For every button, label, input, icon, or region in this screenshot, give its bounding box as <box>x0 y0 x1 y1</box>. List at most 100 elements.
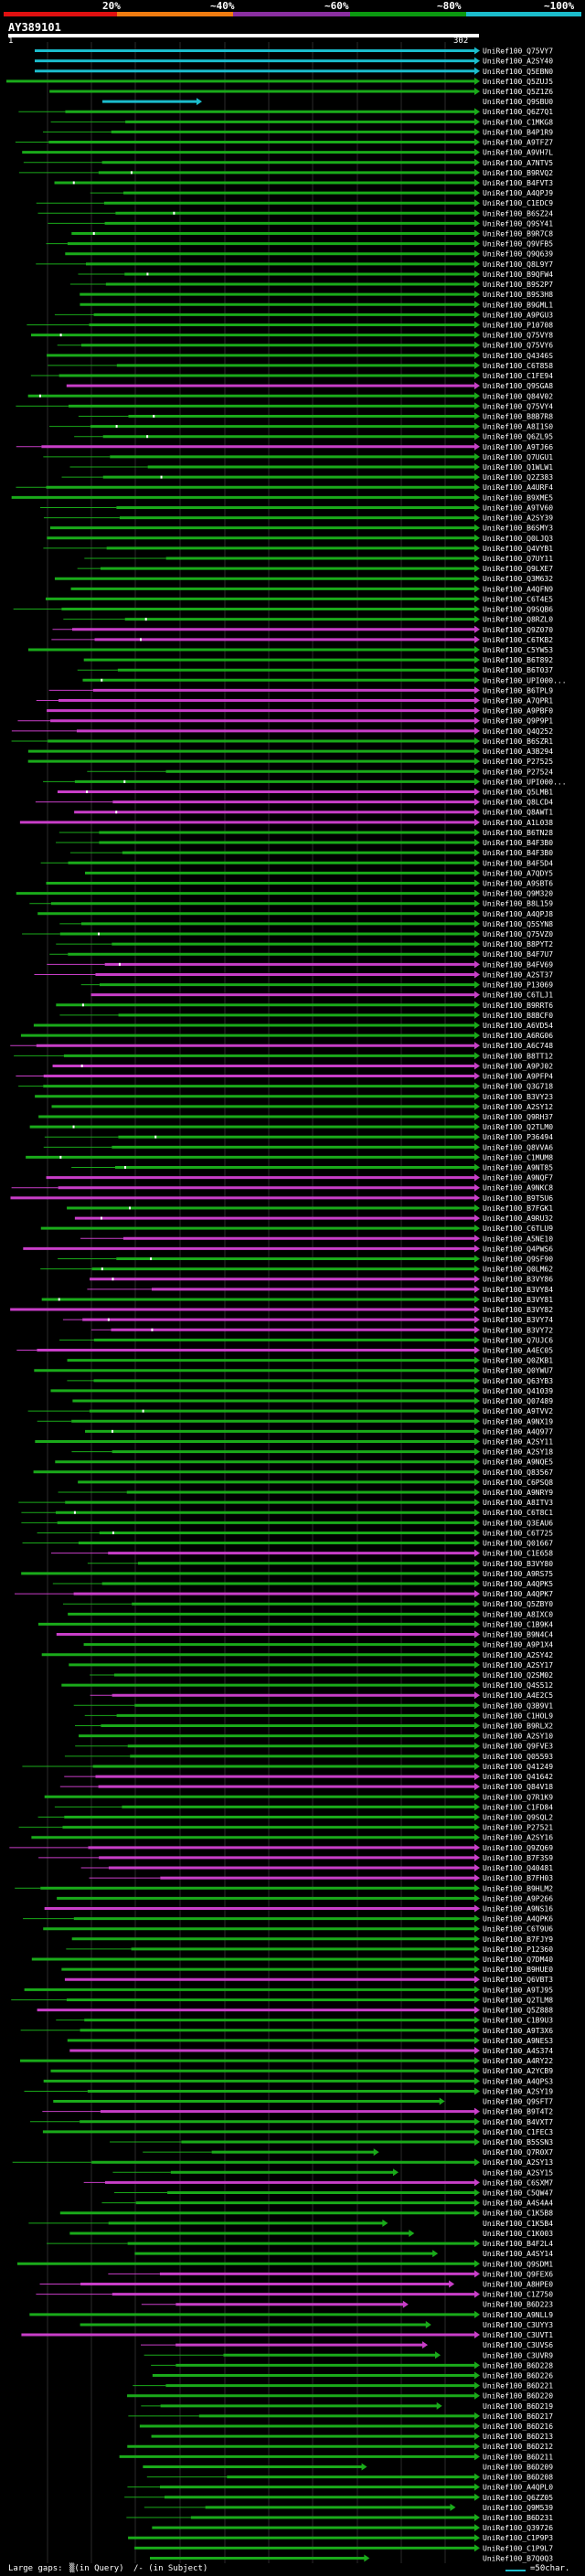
hit-label[interactable]: UniRef100_B4F5D4 <box>483 859 553 867</box>
alignment-row[interactable]: UniRef100_A2SY11 <box>35 1437 553 1446</box>
hit-label[interactable]: UniRef100_A4QPJ8 <box>483 910 553 918</box>
alignment-row[interactable]: UniRef100_C6SXM7 <box>83 2178 554 2187</box>
alignment-row[interactable]: UniRef100_B3VY81 <box>41 1295 554 1304</box>
alignment-row[interactable]: UniRef100_UPI000... <box>43 778 567 786</box>
hit-label[interactable]: UniRef100_B3VY81 <box>483 1296 553 1304</box>
hit-label[interactable]: UniRef100_C3UVT1 <box>483 2331 553 2339</box>
hit-label[interactable]: UniRef100_Q6ZL95 <box>483 433 553 441</box>
alignment-row[interactable]: UniRef100_Q3B9V1 <box>73 1701 554 1710</box>
hit-label[interactable]: UniRef100_B6TPL9 <box>483 686 553 694</box>
hit-label[interactable]: UniRef100_B7FJY9 <box>483 1935 553 1944</box>
alignment-row[interactable]: UniRef100_C6T858 <box>48 361 553 370</box>
alignment-row[interactable]: UniRef100_A7QPR1 <box>36 696 553 705</box>
hit-label[interactable]: UniRef100_Q63YB3 <box>483 1377 553 1385</box>
alignment-row[interactable]: UniRef100_B3VY23 <box>35 1092 553 1101</box>
alignment-row[interactable]: UniRef100_B9RRT6 <box>56 1001 553 1010</box>
alignment-row[interactable]: UniRef100_B7FGK1 <box>67 1203 553 1213</box>
alignment-row[interactable]: UniRef100_C1P9L7 <box>134 2544 553 2552</box>
alignment-row[interactable]: UniRef100_B9S2P7 <box>69 281 553 289</box>
hit-label[interactable]: UniRef100_Q8VVA6 <box>483 1143 553 1151</box>
alignment-row[interactable]: UniRef100_A4RY22 <box>20 2057 553 2065</box>
alignment-row[interactable]: UniRef100_A9P266 <box>57 1894 553 1903</box>
alignment-row[interactable]: UniRef100_B6SZ24 <box>37 209 554 217</box>
hit-label[interactable]: UniRef100_A7NTV5 <box>483 159 553 167</box>
hit-label[interactable]: UniRef100_Q6Z7Q1 <box>483 108 553 116</box>
alignment-row[interactable]: UniRef100_B4F3B0 <box>69 849 553 857</box>
hit-label[interactable]: UniRef100_Q3M632 <box>483 575 553 583</box>
hit-label[interactable]: UniRef100_Q75VY8 <box>483 332 553 340</box>
alignment-row[interactable]: UniRef100_B6D211 <box>119 2453 554 2461</box>
alignment-row[interactable]: UniRef100_Q2TLM8 <box>11 1996 553 2004</box>
alignment-row[interactable]: UniRef100_B6D220 <box>127 2391 553 2401</box>
alignment-row[interactable]: UniRef100_Q4S512 <box>61 1681 553 1690</box>
hit-label[interactable]: UniRef100_A6VD54 <box>483 1022 553 1030</box>
hit-label[interactable]: UniRef100_C1FD84 <box>483 1803 553 1811</box>
hit-label[interactable]: UniRef100_Q9RH37 <box>483 1113 553 1121</box>
alignment-row[interactable]: UniRef100_Q9FEX6 <box>108 2270 553 2278</box>
alignment-row[interactable]: UniRef100_A4URF4 <box>16 483 553 492</box>
alignment-row[interactable]: UniRef100_Q07489 <box>72 1397 553 1405</box>
hit-label[interactable]: UniRef100_UPI000... <box>483 676 567 684</box>
alignment-row[interactable]: UniRef100_A9NX19 <box>37 1417 554 1426</box>
alignment-row[interactable]: UniRef100_A2SY15 <box>112 2168 553 2177</box>
alignment-row[interactable]: UniRef100_B4F5D4 <box>40 859 554 867</box>
alignment-row[interactable]: UniRef100_Q9VFB5 <box>46 239 554 249</box>
hit-label[interactable]: UniRef100_A9T3X6 <box>483 2027 553 2035</box>
hit-label[interactable]: UniRef100_Q5Z888 <box>483 2007 553 2015</box>
alignment-row[interactable]: UniRef100_B6D212 <box>127 2443 553 2451</box>
hit-label[interactable]: UniRef100_C6T725 <box>483 1529 553 1537</box>
alignment-row[interactable]: UniRef100_A9PGU3 <box>54 311 553 319</box>
hit-label[interactable]: UniRef100_Q05593 <box>483 1753 553 1761</box>
hit-label[interactable]: UniRef100_Q2Z383 <box>483 473 553 482</box>
hit-label[interactable]: UniRef100_B4P1R9 <box>483 128 553 136</box>
hit-label[interactable]: UniRef100_C3UYY3 <box>483 2321 553 2329</box>
hit-label[interactable]: UniRef100_Q7DM40 <box>483 1956 553 1964</box>
hit-label[interactable]: UniRef100_B7FH03 <box>483 1874 553 1882</box>
hit-label[interactable]: UniRef100_Q3B9V1 <box>483 1701 553 1710</box>
alignment-row[interactable]: UniRef100_Q39726 <box>152 2524 553 2532</box>
hit-label[interactable]: UniRef100_A4S4A4 <box>483 2200 553 2208</box>
alignment-row[interactable]: UniRef100_B8PYT2 <box>56 940 553 949</box>
hit-label[interactable]: UniRef100_P13069 <box>483 981 553 990</box>
hit-label[interactable]: UniRef100_A2SY13 <box>483 2158 553 2167</box>
alignment-row[interactable]: UniRef100_A9NKC8 <box>11 1183 554 1193</box>
alignment-row[interactable]: UniRef100_Q9RH37 <box>38 1112 553 1121</box>
hit-label[interactable]: UniRef100_B7FGK1 <box>483 1204 553 1213</box>
hit-label[interactable]: UniRef100_A4QPK7 <box>483 1590 553 1598</box>
hit-label[interactable]: UniRef100_UPI000... <box>483 778 567 786</box>
hit-label[interactable]: UniRef100_A4QPK6 <box>483 1915 553 1924</box>
hit-label[interactable]: UniRef100_A9P1X4 <box>483 1641 553 1649</box>
alignment-row[interactable]: UniRef100_Q75VZ0 <box>22 930 553 938</box>
alignment-row[interactable]: UniRef100_Q9LXE7 <box>77 565 554 573</box>
hit-label[interactable]: UniRef100_A3B294 <box>483 747 553 756</box>
hit-label[interactable]: UniRef100_A9NQE5 <box>483 1458 553 1467</box>
alignment-row[interactable]: UniRef100_B5SSN3 <box>110 2137 553 2147</box>
hit-label[interactable]: UniRef100_A2SY16 <box>483 1834 553 1842</box>
alignment-row[interactable]: UniRef100_Q5SYN8 <box>59 919 553 928</box>
hit-label[interactable]: UniRef100_A4SY14 <box>483 2250 553 2258</box>
alignment-row[interactable]: UniRef100_B6TPL9 <box>48 686 554 694</box>
alignment-row[interactable]: UniRef100_A4E2C5 <box>90 1691 554 1700</box>
hit-label[interactable]: UniRef100_Q75VY6 <box>483 342 553 350</box>
hit-label[interactable]: UniRef100_A2SY40 <box>483 58 553 66</box>
alignment-row[interactable]: UniRef100_Q3EAU6 <box>21 1519 553 1527</box>
alignment-row[interactable]: UniRef100_A4SY14 <box>134 2250 553 2258</box>
alignment-row[interactable]: UniRef100_Q5EBN0 <box>35 67 553 76</box>
alignment-row[interactable]: UniRef100_B6D208 <box>146 2473 553 2482</box>
alignment-row[interactable]: UniRef100_C1HOL9 <box>84 1712 554 1720</box>
hit-label[interactable]: UniRef100_A5NE10 <box>483 1235 553 1243</box>
alignment-row[interactable]: UniRef100_A8ITV3 <box>18 1499 553 1507</box>
hit-label[interactable]: UniRef100_Q40481 <box>483 1864 553 1872</box>
hit-label[interactable]: UniRef100_C3UVR9 <box>483 2351 553 2359</box>
alignment-row[interactable]: UniRef100_A4QPJ8 <box>37 909 553 918</box>
alignment-row[interactable]: UniRef100_A2SY17 <box>69 1660 553 1670</box>
hit-label[interactable]: UniRef100_Q5ZUJ5 <box>483 78 553 86</box>
alignment-row[interactable]: UniRef100_Q41249 <box>22 1762 553 1771</box>
alignment-row[interactable]: UniRef100_A4Q977 <box>85 1427 553 1436</box>
hit-label[interactable]: UniRef100_B4F2L4 <box>483 2240 553 2248</box>
alignment-row[interactable]: UniRef100_C1FEC3 <box>42 2127 553 2136</box>
alignment-row[interactable]: UniRef100_A4QFN9 <box>70 585 554 593</box>
hit-label[interactable]: UniRef100_Q2TLM8 <box>483 1996 553 2004</box>
alignment-row[interactable]: UniRef100_B4F3B0 <box>56 839 553 847</box>
hit-label[interactable]: UniRef100_C1MUM8 <box>483 1153 553 1161</box>
